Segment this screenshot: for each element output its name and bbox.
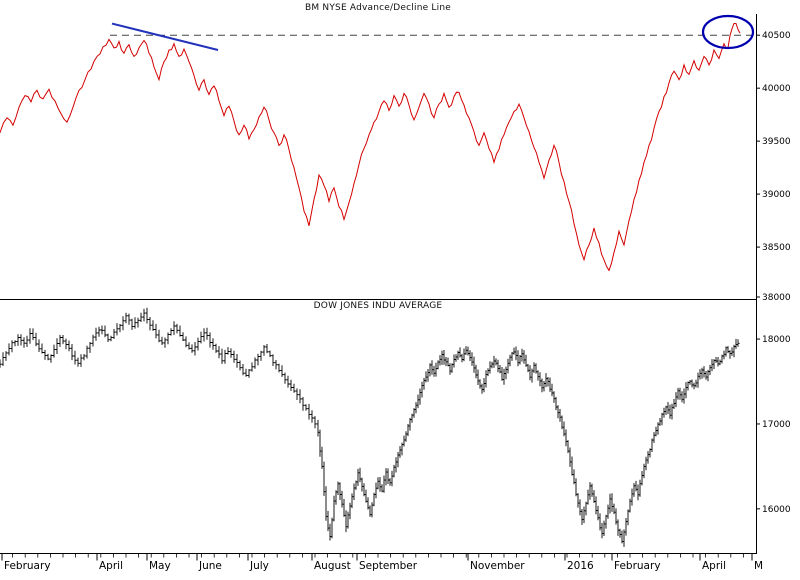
breakout-circle: [701, 14, 755, 50]
y-tick-label: 38500: [762, 243, 791, 253]
month-label: 2016: [567, 560, 594, 572]
month-label: April: [99, 560, 123, 572]
bottom-panel-title: DOW JONES INDU AVERAGE: [313, 301, 443, 311]
month-label: M: [754, 560, 763, 572]
y-tick-label: 40000: [762, 84, 791, 94]
y-tick-label: 40500: [762, 31, 791, 41]
month-label: February: [614, 560, 661, 572]
y-tick-label: 38000: [762, 293, 791, 303]
advance-decline-line: [0, 23, 741, 272]
month-label: February: [4, 560, 51, 572]
y-tick-label: 18000: [762, 335, 791, 345]
month-label: May: [149, 560, 171, 572]
y-tick-label: 16000: [762, 505, 791, 515]
month-label: September: [359, 560, 418, 572]
y-tick-label: 17000: [762, 420, 791, 430]
month-label: June: [198, 560, 222, 572]
ohlc-bars: [0, 307, 740, 547]
month-label: August: [314, 560, 351, 572]
top-panel-title: BM NYSE Advance/Decline Line: [305, 3, 451, 13]
month-label: July: [249, 560, 269, 572]
month-label: November: [470, 560, 525, 572]
y-tick-label: 39500: [762, 137, 791, 147]
y-tick-label: 39000: [762, 190, 791, 200]
month-label: April: [702, 560, 726, 572]
down-trendline: [111, 22, 219, 51]
